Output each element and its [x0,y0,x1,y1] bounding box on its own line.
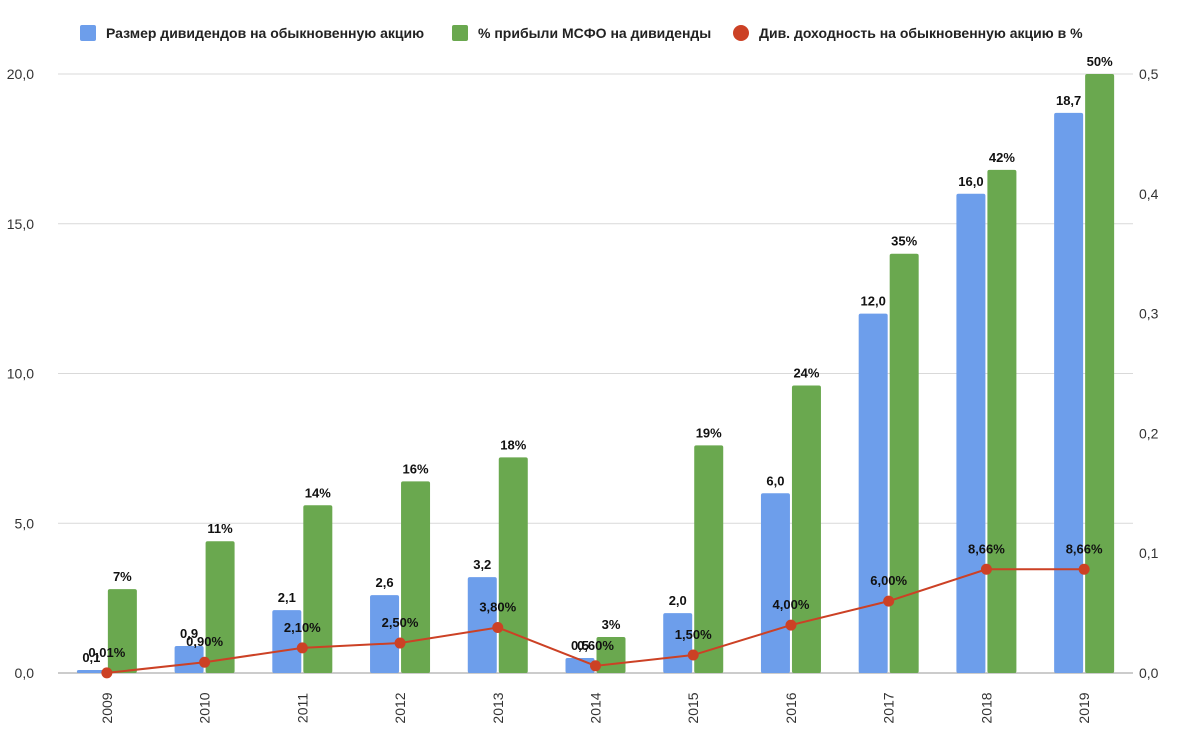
y-right-tick-label: 0,4 [1139,186,1159,202]
payout-bar [498,457,528,673]
payout-data-label: 35% [891,234,917,249]
y-right-tick-label: 0,0 [1139,665,1159,681]
dividend-bar [272,610,302,673]
y-left-tick-label: 0,0 [15,665,35,681]
payout-bar [987,169,1017,673]
dividend-bar [760,493,790,673]
payout-bar [401,481,431,673]
x-tick-label: 2018 [978,692,994,723]
dividend-data-label: 12,0 [861,294,886,309]
dividend-bar [956,193,986,674]
legend-label: Размер дивидендов на обыкновенную акцию [106,25,424,41]
x-tick-label: 2012 [392,692,408,723]
legend-label: Див. доходность на обыкновенную акцию в … [759,25,1083,41]
dividend-data-label: 6,0 [766,473,784,488]
yield-data-label: 8,66% [1066,541,1103,556]
yield-point [687,649,699,661]
dividend-data-label: 0,9 [180,626,198,641]
payout-data-label: 11% [207,521,233,536]
yield-data-label: 0,60% [577,638,614,653]
yield-data-label: 1,50% [675,627,712,642]
dividend-data-label: 2,1 [278,590,296,605]
x-tick-label: 2016 [783,692,799,723]
payout-data-label: 50% [1087,54,1113,69]
yield-data-label: 2,10% [284,620,321,635]
x-tick-label: 2010 [197,692,213,723]
y-right-tick-label: 0,2 [1139,425,1159,441]
yield-point [394,637,406,649]
dividend-bar [467,577,497,673]
yield-point [492,621,504,633]
dividend-bar [1054,112,1084,673]
x-tick-label: 2011 [294,693,310,723]
yield-data-label: 0,01% [88,645,125,660]
legend-swatch [452,25,468,41]
payout-data-label: 42% [989,150,1015,165]
yield-data-label: 6,00% [870,573,907,588]
payout-data-label: 14% [305,485,331,500]
payout-bar [791,385,821,673]
payout-data-label: 7% [113,569,132,584]
yield-data-label: 2,50% [382,615,419,630]
yield-line [106,568,1085,674]
yield-point [785,619,797,631]
dividend-data-label: 3,2 [473,557,491,572]
payout-bar [107,589,137,673]
yield-point [296,642,308,654]
dividend-bar [663,613,693,673]
y-left-tick-label: 5,0 [15,515,35,531]
legend-swatch [733,25,749,41]
y-right-tick-label: 0,3 [1139,306,1159,322]
y-right-tick-label: 0,1 [1139,545,1159,561]
y-left-tick-label: 20,0 [7,66,34,82]
dividend-bar [174,646,204,673]
yield-point [1078,563,1090,575]
yield-data-label: 8,66% [968,541,1005,556]
dividend-bar [370,595,400,673]
yield-point [101,667,113,679]
payout-bar [694,445,724,673]
dividend-data-label: 2,0 [669,593,687,608]
payout-data-label: 24% [793,365,819,380]
payout-bar [1085,74,1115,673]
payout-data-label: 18% [500,437,526,452]
x-tick-label: 2009 [99,692,115,723]
yield-point [199,656,211,668]
legend-swatch [80,25,96,41]
y-left-tick-label: 15,0 [7,216,34,232]
dividend-data-label: 2,6 [376,575,394,590]
payout-bar [303,505,333,673]
dividend-data-label: 16,0 [958,174,983,189]
yield-point [590,660,601,672]
dividend-bar [76,670,106,673]
yield-data-label: 3,80% [479,599,516,614]
yield-data-label: 4,00% [773,597,810,612]
yield-data-label: 0,90% [186,634,223,649]
legend-label: % прибыли МСФО на дивиденды [478,25,711,41]
dividend-data-label: 18,7 [1056,93,1081,108]
x-tick-label: 2014 [588,692,604,723]
yield-point [883,595,895,607]
dividend-bar [858,313,888,673]
x-tick-label: 2017 [881,692,897,723]
payout-bar [205,541,235,673]
payout-data-label: 19% [696,425,722,440]
y-right-tick-label: 0,5 [1139,66,1159,82]
x-tick-label: 2019 [1076,692,1092,723]
payout-bar [889,253,919,673]
x-tick-label: 2015 [685,692,701,723]
y-left-tick-label: 10,0 [7,366,34,382]
yield-point [980,563,992,575]
dividend-data-label: 0,1 [82,650,100,665]
dividend-data-label: 0,5 [571,638,589,653]
x-tick-label: 2013 [490,692,506,723]
payout-data-label: 16% [403,461,429,476]
payout-data-label: 3% [602,617,621,632]
